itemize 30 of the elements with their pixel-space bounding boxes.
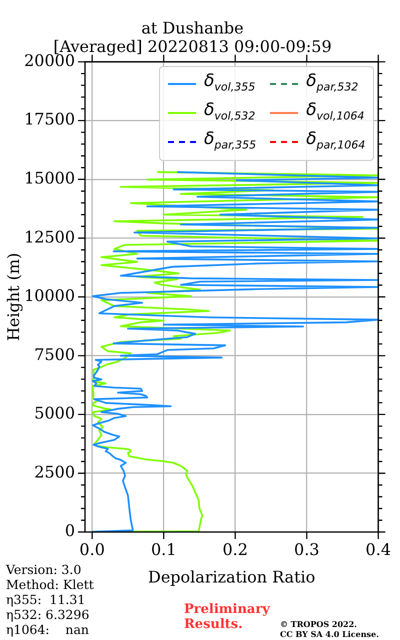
legend-label: δ$_{par,355}$ xyxy=(204,129,256,154)
y-tick-label: 2500 xyxy=(34,462,75,482)
text: η532: 6.3296 xyxy=(6,607,90,622)
y-tick-label: 15000 xyxy=(24,168,75,188)
y-tick-label: 0 xyxy=(64,521,75,540)
text: Method: Klett xyxy=(6,577,94,592)
legend-label: δ$_{vol,355}$ xyxy=(204,71,256,96)
legend-label: δ$_{par,532}$ xyxy=(306,71,358,96)
chart-title: at Dushanbe xyxy=(141,18,244,38)
x-axis-title: Depolarization Ratio xyxy=(148,568,316,587)
legend-label: δ$_{vol,532}$ xyxy=(204,100,256,124)
x-tick-label: 0.3 xyxy=(294,540,320,559)
x-tick-label: 0.4 xyxy=(366,540,392,559)
y-tick-label: 17500 xyxy=(24,110,75,129)
text: η1064: nan xyxy=(6,622,90,637)
text: Version: 3.0 xyxy=(6,562,82,577)
x-tick-label: 0.0 xyxy=(79,540,105,559)
text: Preliminary Results. xyxy=(184,602,270,632)
y-tick-label: 7500 xyxy=(34,344,75,364)
x-tick-label: 0.1 xyxy=(150,540,176,559)
y-axis-title: Height (m) xyxy=(4,252,23,342)
y-tick-label: 12500 xyxy=(24,227,75,246)
text: © TROPOS 2022. xyxy=(280,619,358,629)
legend-label: δ$_{par,1064}$ xyxy=(306,129,366,154)
y-tick-label: 10000 xyxy=(24,286,75,306)
text: CC BY SA 4.0 License. xyxy=(280,629,379,639)
x-tick-label: 0.2 xyxy=(222,540,248,559)
text: η355: 11.31 xyxy=(6,592,86,607)
legend-label: δ$_{vol,1064}$ xyxy=(306,100,364,124)
y-tick-label: 5000 xyxy=(34,404,75,423)
